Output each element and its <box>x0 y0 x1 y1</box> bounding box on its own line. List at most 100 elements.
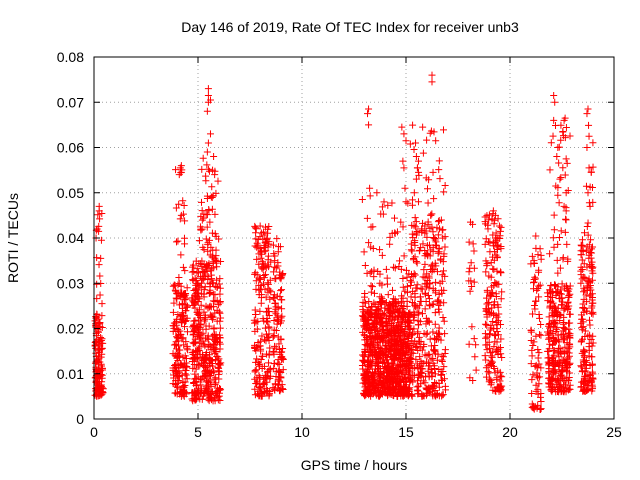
data-point <box>561 171 569 179</box>
data-point <box>169 282 177 290</box>
data-point <box>213 276 221 284</box>
x-tick-label: 25 <box>606 424 622 440</box>
data-point <box>491 369 499 377</box>
data-point <box>426 335 434 343</box>
data-point <box>422 384 430 392</box>
data-point <box>91 359 99 367</box>
data-point <box>389 360 397 368</box>
data-point <box>359 365 367 373</box>
data-point <box>383 345 391 353</box>
data-point <box>207 342 215 350</box>
data-point <box>565 373 573 381</box>
data-point <box>549 234 557 242</box>
data-point <box>416 362 424 370</box>
data-point <box>272 327 280 334</box>
data-point <box>392 338 400 346</box>
data-point <box>371 350 379 358</box>
data-point <box>580 376 588 384</box>
y-tick-label: 0.02 <box>57 321 84 337</box>
data-point <box>216 284 224 292</box>
data-point <box>546 304 554 312</box>
data-point <box>398 320 406 328</box>
data-point <box>482 364 490 372</box>
data-point <box>430 347 438 355</box>
data-point <box>361 299 369 307</box>
data-point <box>411 214 419 222</box>
data-point <box>400 164 408 172</box>
data-point <box>554 191 562 199</box>
data-point <box>391 214 399 222</box>
data-point <box>535 310 543 318</box>
data-point <box>420 343 428 351</box>
data-point <box>537 321 545 329</box>
data-point <box>466 374 474 382</box>
data-point <box>427 262 435 270</box>
data-point <box>497 295 505 303</box>
data-point <box>256 307 264 315</box>
data-point <box>266 374 274 382</box>
data-point <box>483 321 491 329</box>
data-point <box>397 265 405 273</box>
data-point <box>537 364 545 372</box>
data-point <box>414 377 422 385</box>
data-point <box>199 392 207 400</box>
data-point <box>202 385 210 393</box>
data-point <box>98 344 106 352</box>
data-point <box>170 341 178 349</box>
data-point <box>440 267 448 275</box>
data-points <box>91 71 597 413</box>
data-point <box>204 275 212 283</box>
data-point <box>529 310 537 318</box>
data-point <box>534 251 542 259</box>
data-point <box>424 199 432 207</box>
data-point <box>485 331 493 339</box>
data-point <box>439 368 447 376</box>
data-point <box>556 175 564 183</box>
data-point <box>191 387 199 395</box>
data-point <box>530 404 538 412</box>
data-point <box>194 295 202 303</box>
data-point <box>364 340 372 348</box>
data-point <box>397 392 405 400</box>
data-point <box>376 376 384 384</box>
data-point <box>537 405 545 413</box>
data-point <box>371 385 379 393</box>
data-point <box>409 234 417 242</box>
data-point <box>200 308 208 316</box>
data-point <box>412 175 420 183</box>
data-point <box>360 313 368 321</box>
data-point <box>584 231 592 239</box>
data-point <box>564 306 572 314</box>
data-point <box>424 220 432 228</box>
data-point <box>582 364 590 372</box>
y-tick-label: 0.08 <box>57 49 84 65</box>
data-point <box>96 291 104 299</box>
data-point <box>425 301 433 309</box>
data-point <box>536 245 544 253</box>
data-point <box>376 344 384 352</box>
data-point <box>262 264 270 272</box>
data-point <box>183 284 191 292</box>
data-point <box>208 229 216 237</box>
data-point <box>177 282 185 290</box>
data-point <box>399 274 407 282</box>
data-point <box>366 309 374 317</box>
data-point <box>441 330 449 338</box>
grid-lines <box>94 57 614 419</box>
data-point <box>207 312 215 320</box>
data-point <box>577 362 585 370</box>
data-point <box>557 173 565 181</box>
data-point <box>485 211 493 219</box>
data-point <box>384 362 392 370</box>
data-point <box>175 200 183 208</box>
data-point <box>369 381 377 389</box>
data-point <box>181 267 189 275</box>
data-point <box>419 123 427 131</box>
data-point <box>363 269 371 277</box>
data-point <box>529 341 537 349</box>
data-point <box>386 240 394 248</box>
data-point <box>552 336 560 344</box>
data-point <box>177 251 185 259</box>
data-point <box>377 210 385 218</box>
data-point <box>260 274 268 282</box>
